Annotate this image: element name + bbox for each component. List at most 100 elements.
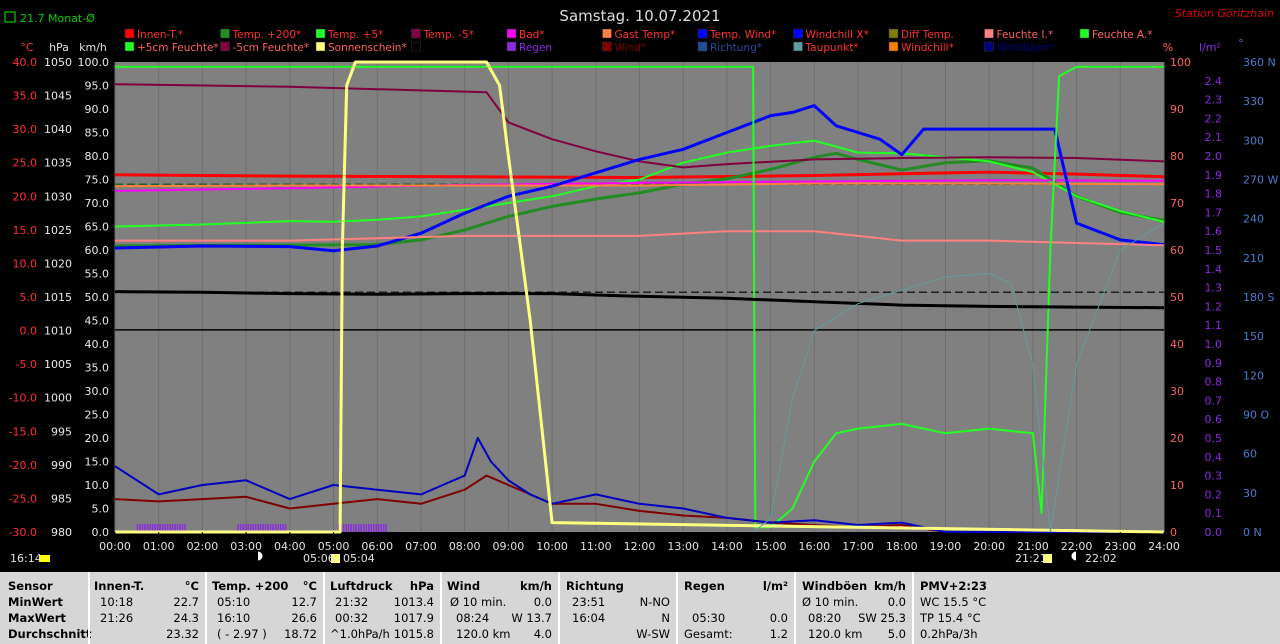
legend-item[interactable]: Temp. +5*: [315, 28, 383, 41]
x-tick-label: 01:00: [143, 540, 175, 553]
kmh-tick-label: 20.0: [85, 432, 110, 445]
direction-tick-label: 30: [1243, 487, 1257, 500]
legend-item[interactable]: Wind*: [602, 41, 647, 54]
rain-tick-label: 0.6: [1205, 413, 1223, 426]
legend-swatch: [793, 41, 803, 52]
x-tick-label: 06:00: [361, 540, 393, 553]
legend-label: Temp. +5*: [327, 29, 383, 41]
rain-bar: [365, 524, 367, 532]
stats-temp200-max-time: 16:10: [217, 611, 251, 625]
x-tick-label: 07:00: [405, 540, 437, 553]
kmh-tick-label: 25.0: [85, 409, 110, 422]
legend-item[interactable]: Feuchte I.*: [984, 28, 1054, 41]
rain-bar: [161, 524, 164, 532]
legend-item[interactable]: Feuchte A.*: [1079, 28, 1153, 41]
stats-direction-max-time: 16:04: [572, 611, 606, 625]
kmh-tick-label: 80.0: [85, 150, 110, 163]
rain-tick-label: 2.4: [1205, 75, 1223, 88]
stats-direction-min: N-NO: [639, 595, 670, 609]
legend-swatch: [315, 41, 326, 52]
rain-bar: [277, 524, 279, 532]
celsius-tick-label: 25.0: [13, 157, 38, 170]
stats-temp200-title: Temp. +200: [212, 579, 289, 593]
stats-temp200-min-time: 05:10: [217, 595, 251, 609]
monthly-average-label: 21.7 Monat-Ø: [20, 12, 95, 25]
direction-tick-label: 90 O: [1243, 409, 1269, 422]
stats-rain-max: 0.0: [769, 611, 788, 625]
rain-bar: [156, 524, 159, 532]
stats-wind-avg: 4.0: [533, 627, 552, 641]
legend-item[interactable]: Regen: [506, 41, 552, 54]
legend-item[interactable]: Temp. +200*: [220, 28, 302, 41]
legend-item[interactable]: Windchill*: [888, 41, 954, 54]
stats-wind-run: 120.0 km: [456, 627, 511, 641]
legend-item[interactable]: Gast Temp*: [602, 28, 676, 41]
direction-tick-label: 330: [1243, 95, 1264, 108]
legend-item[interactable]: Richtung*: [697, 41, 762, 54]
rain-bar: [171, 524, 174, 532]
kmh-tick-label: 70.0: [85, 197, 110, 210]
kmh-tick-label: 45.0: [85, 315, 110, 328]
rain-bar: [362, 524, 365, 532]
x-tick-label: 12:00: [624, 540, 656, 553]
rain-tick-label: 1.4: [1205, 263, 1223, 276]
x-tick-label: 24:00: [1148, 540, 1180, 553]
kmh-tick-label: 85.0: [85, 127, 110, 140]
rain-bar: [176, 524, 179, 532]
legend-item[interactable]: Bad*: [506, 28, 545, 41]
rain-tick-label: 0.9: [1205, 357, 1223, 370]
unit-kmh: km/h: [79, 41, 107, 54]
legend-item[interactable]: Luftdruck*: [411, 41, 479, 54]
series-line-temp-wind: [114, 104, 1165, 253]
stats-gust-max: SW 25.3: [858, 611, 906, 625]
stats-pressure-trend: ^1.0hPa/h: [330, 627, 390, 641]
direction-tick-label: 270 W: [1243, 174, 1278, 187]
legend-item[interactable]: Taupunkt*: [793, 41, 859, 54]
rain-tick-label: 0.4: [1205, 451, 1223, 464]
hpa-tick-label: 1030: [44, 190, 72, 203]
stats-gust-avg: 5.0: [887, 627, 906, 641]
legend: Innen-T.* Temp. +200* Temp. +5* Temp. -5* Ba…: [124, 28, 1153, 54]
monthly-average-toggle[interactable]: [4, 11, 16, 23]
kmh-tick-label: 55.0: [85, 268, 110, 281]
legend-label: Bad*: [519, 29, 545, 41]
stats-rain-column: Regen l/m² 05:30 0.0 Gesamt: 1.2: [678, 572, 794, 644]
series-line-temp-200: [114, 151, 1165, 248]
percent-tick-label: 20: [1170, 432, 1184, 445]
kmh-tick-label: 65.0: [85, 221, 110, 234]
legend-item[interactable]: Windchill X*: [793, 28, 869, 41]
hpa-tick-label: 1010: [44, 325, 72, 338]
legend-item[interactable]: Temp. -5*: [411, 28, 474, 41]
legend-item[interactable]: -5cm Feuchte*: [220, 41, 310, 54]
legend-label: Innen-T.*: [137, 29, 183, 41]
legend-swatch: [506, 41, 517, 52]
stats-pmv-wc: WC 15.5 °C: [920, 595, 987, 609]
legend-swatch: [984, 41, 994, 52]
stats-sensor-header: Sensor: [8, 579, 53, 593]
rain-bar: [375, 524, 377, 532]
kmh-tick-label: 0.0: [92, 526, 110, 539]
legend-item[interactable]: Innen-T.*: [124, 28, 183, 41]
kmh-tick-label: 40.0: [85, 338, 110, 351]
celsius-tick-label: 0.0: [20, 325, 38, 338]
legend-item[interactable]: Diff Temp.: [888, 28, 954, 41]
legend-item[interactable]: Sonnenschein*: [315, 41, 407, 54]
stats-rain-total: 1.2: [769, 627, 788, 641]
stats-indoor-column: Innen-T. °C 10:18 22.7 21:26 24.3 23.32: [90, 572, 205, 644]
stats-gust-max-time: 08:20: [808, 611, 842, 625]
percent-tick-label: 90: [1170, 103, 1184, 116]
stats-wind-max: W 13.7: [511, 611, 552, 625]
stats-indoor-min: 22.7: [173, 595, 199, 609]
celsius-tick-label: 20.0: [13, 190, 38, 203]
legend-item[interactable]: Temp. Wind*: [697, 28, 776, 41]
legend-swatch: [602, 28, 612, 39]
kmh-tick-label: 90.0: [85, 103, 110, 116]
stats-temp200-min: 12.7: [291, 595, 317, 609]
legend-item[interactable]: +5cm Feuchte*: [124, 41, 219, 54]
rain-bar: [249, 524, 252, 532]
celsius-tick-label: -10.0: [9, 392, 37, 405]
stats-pressure-max: 1017.9: [393, 611, 434, 625]
x-tick-label: 20:00: [973, 540, 1005, 553]
legend-label: Feuchte I.*: [997, 29, 1054, 41]
legend-item[interactable]: Windböen*: [984, 41, 1055, 54]
